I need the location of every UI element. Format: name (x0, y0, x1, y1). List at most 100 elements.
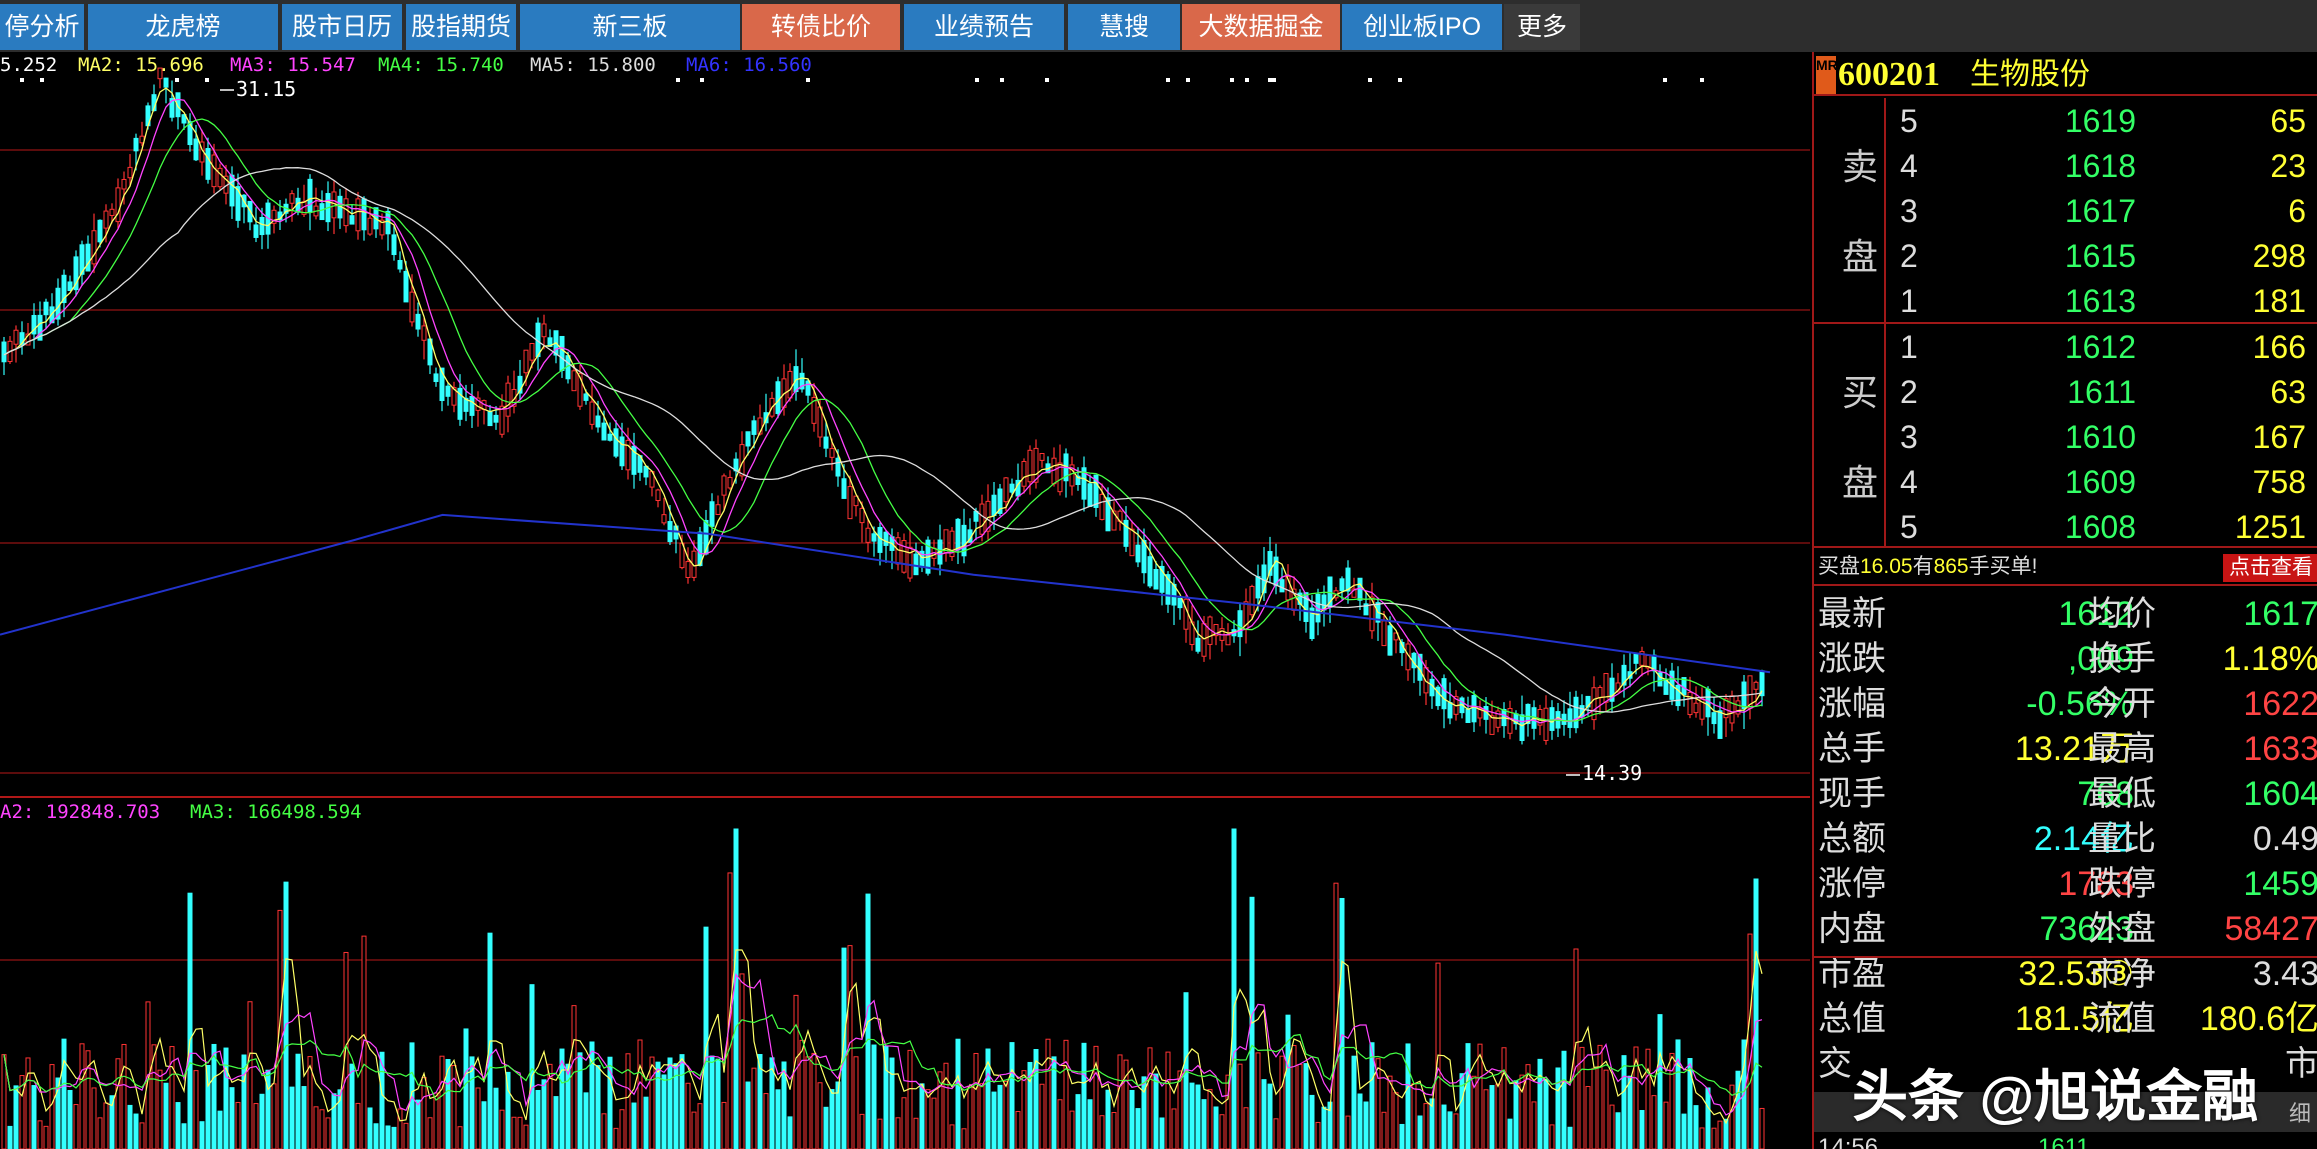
volume-bar (1297, 1063, 1303, 1149)
event-marker[interactable] (1166, 78, 1170, 82)
up-candle (1129, 528, 1135, 557)
event-marker[interactable] (1230, 78, 1234, 82)
volume-bar (187, 892, 193, 1149)
stat-value: 1617 (2243, 595, 2317, 633)
volume-bar (811, 1052, 817, 1149)
tab-earnings-forecast[interactable]: 业绩预告 (904, 4, 1064, 50)
sell-level: 4 (1900, 148, 1918, 184)
down-candle (49, 306, 55, 324)
event-marker[interactable] (700, 78, 704, 82)
up-candle (589, 401, 595, 425)
event-marker[interactable] (676, 78, 680, 82)
volume-bar (463, 1028, 469, 1149)
down-candle (229, 174, 235, 207)
sell-volume: 298 (2252, 238, 2306, 274)
stat-row: 涨幅 -0.56% 今开 1622 (1814, 682, 2317, 727)
down-candle (955, 518, 961, 551)
tab-limit-analysis[interactable]: 停分析 (0, 4, 84, 50)
sell-price: 1618 (2064, 148, 2136, 184)
kline-chart[interactable]: 5.252 MA2: 15.696 MA3: 15.547 MA4: 15.74… (0, 52, 1810, 1149)
sell-row-1[interactable]: 1 1613 181 (1886, 279, 2317, 324)
sell-row-5[interactable]: 5 1619 65 (1886, 99, 2317, 144)
volume-bar (1339, 897, 1345, 1149)
event-marker[interactable] (1245, 78, 1249, 82)
up-candle (1603, 673, 1609, 703)
tab-gem-ipo[interactable]: 创业板IPO (1342, 4, 1502, 50)
tab-dragon-tiger-list[interactable]: 龙虎榜 (88, 4, 278, 50)
event-marker[interactable] (1368, 78, 1372, 82)
event-marker[interactable] (20, 78, 24, 82)
view-detail-button[interactable]: 点击查看 (2223, 554, 2317, 582)
ma-line-2 (3, 87, 1763, 727)
event-marker[interactable] (205, 78, 209, 82)
event-marker[interactable] (1700, 78, 1704, 82)
volume-bar (121, 1043, 127, 1149)
volume-bar (1159, 1117, 1165, 1149)
down-candle (1279, 579, 1285, 593)
stat-key: 外盘 (2088, 910, 2156, 948)
stat-value: 1459 (2243, 865, 2317, 903)
event-marker[interactable] (40, 78, 44, 82)
down-candle (841, 478, 847, 499)
up-candle (1369, 596, 1375, 632)
event-marker[interactable] (975, 78, 979, 82)
tab-smart-search[interactable]: 慧搜 (1068, 4, 1180, 50)
down-candle (31, 314, 37, 335)
stat-row: 涨停 1783 跌停 1459 (1814, 862, 2317, 907)
volume-bar (1507, 1118, 1513, 1149)
volume-bar (571, 1005, 577, 1149)
up-candle (121, 178, 127, 190)
volume-bar (247, 1001, 253, 1149)
buy-row-1[interactable]: 1 1612 166 (1886, 325, 2317, 370)
down-candle (607, 433, 613, 441)
volume-bar (1363, 1101, 1369, 1149)
tab-more[interactable]: 更多 (1504, 4, 1580, 50)
tab-index-futures[interactable]: 股指期货 (406, 4, 516, 50)
volume-bar (481, 1101, 487, 1149)
event-marker[interactable] (1663, 78, 1667, 82)
up-candle (91, 230, 97, 265)
tab-convertible-bond[interactable]: 转债比价 (742, 4, 900, 50)
stat-row: 交市 (1814, 1042, 2317, 1087)
buy-row-4[interactable]: 4 1609 758 (1886, 460, 2317, 505)
down-candle (1441, 678, 1447, 710)
buy-row-5[interactable]: 5 1608 1251 (1886, 505, 2317, 550)
mr-badge[interactable]: MR (1816, 56, 1838, 94)
tab-new-third-board[interactable]: 新三板 (520, 4, 740, 50)
event-marker[interactable] (1268, 78, 1272, 82)
sell-row-2[interactable]: 2 1615 298 (1886, 234, 2317, 279)
event-marker[interactable] (175, 78, 179, 82)
volume-bar (1651, 1095, 1657, 1149)
volume-bar (445, 1058, 451, 1149)
event-marker[interactable] (1272, 78, 1276, 82)
buy-row-2[interactable]: 2 1611 63 (1886, 370, 2317, 415)
sell-row-3[interactable]: 3 1617 6 (1886, 189, 2317, 234)
volume-bar (1015, 1111, 1021, 1149)
sell-level: 3 (1900, 193, 1918, 229)
volume-bar (1273, 1118, 1279, 1149)
volume-bar (1465, 1043, 1471, 1149)
down-candle (823, 436, 829, 449)
event-marker[interactable] (806, 78, 810, 82)
volume-bar (1453, 1113, 1459, 1149)
volume-bar (1243, 1107, 1249, 1149)
detail-label[interactable]: 细 (2288, 1101, 2311, 1126)
event-marker[interactable] (1186, 78, 1190, 82)
down-candle (457, 387, 463, 420)
event-marker[interactable] (1398, 78, 1402, 82)
down-candle (307, 178, 313, 213)
stat-key: 总手 (1818, 730, 1886, 768)
buy-row-3[interactable]: 3 1610 167 (1886, 415, 2317, 460)
sell-row-4[interactable]: 4 1618 23 (1886, 144, 2317, 189)
event-marker[interactable] (1045, 78, 1049, 82)
event-marker[interactable] (1000, 78, 1004, 82)
tab-big-data[interactable]: 大数据掘金 (1182, 4, 1340, 50)
down-candle (169, 98, 175, 118)
tab-market-calendar[interactable]: 股市日历 (282, 4, 402, 50)
stat-value: 1.18% (2222, 640, 2317, 678)
candlesticks (1, 67, 1765, 745)
stat-key: 交 (1818, 1045, 1852, 1083)
trade-detail-box[interactable]: 细 (1814, 1092, 2317, 1132)
stat-value: -0.56% (2026, 685, 2134, 723)
moving-average-lines (0, 87, 1771, 727)
